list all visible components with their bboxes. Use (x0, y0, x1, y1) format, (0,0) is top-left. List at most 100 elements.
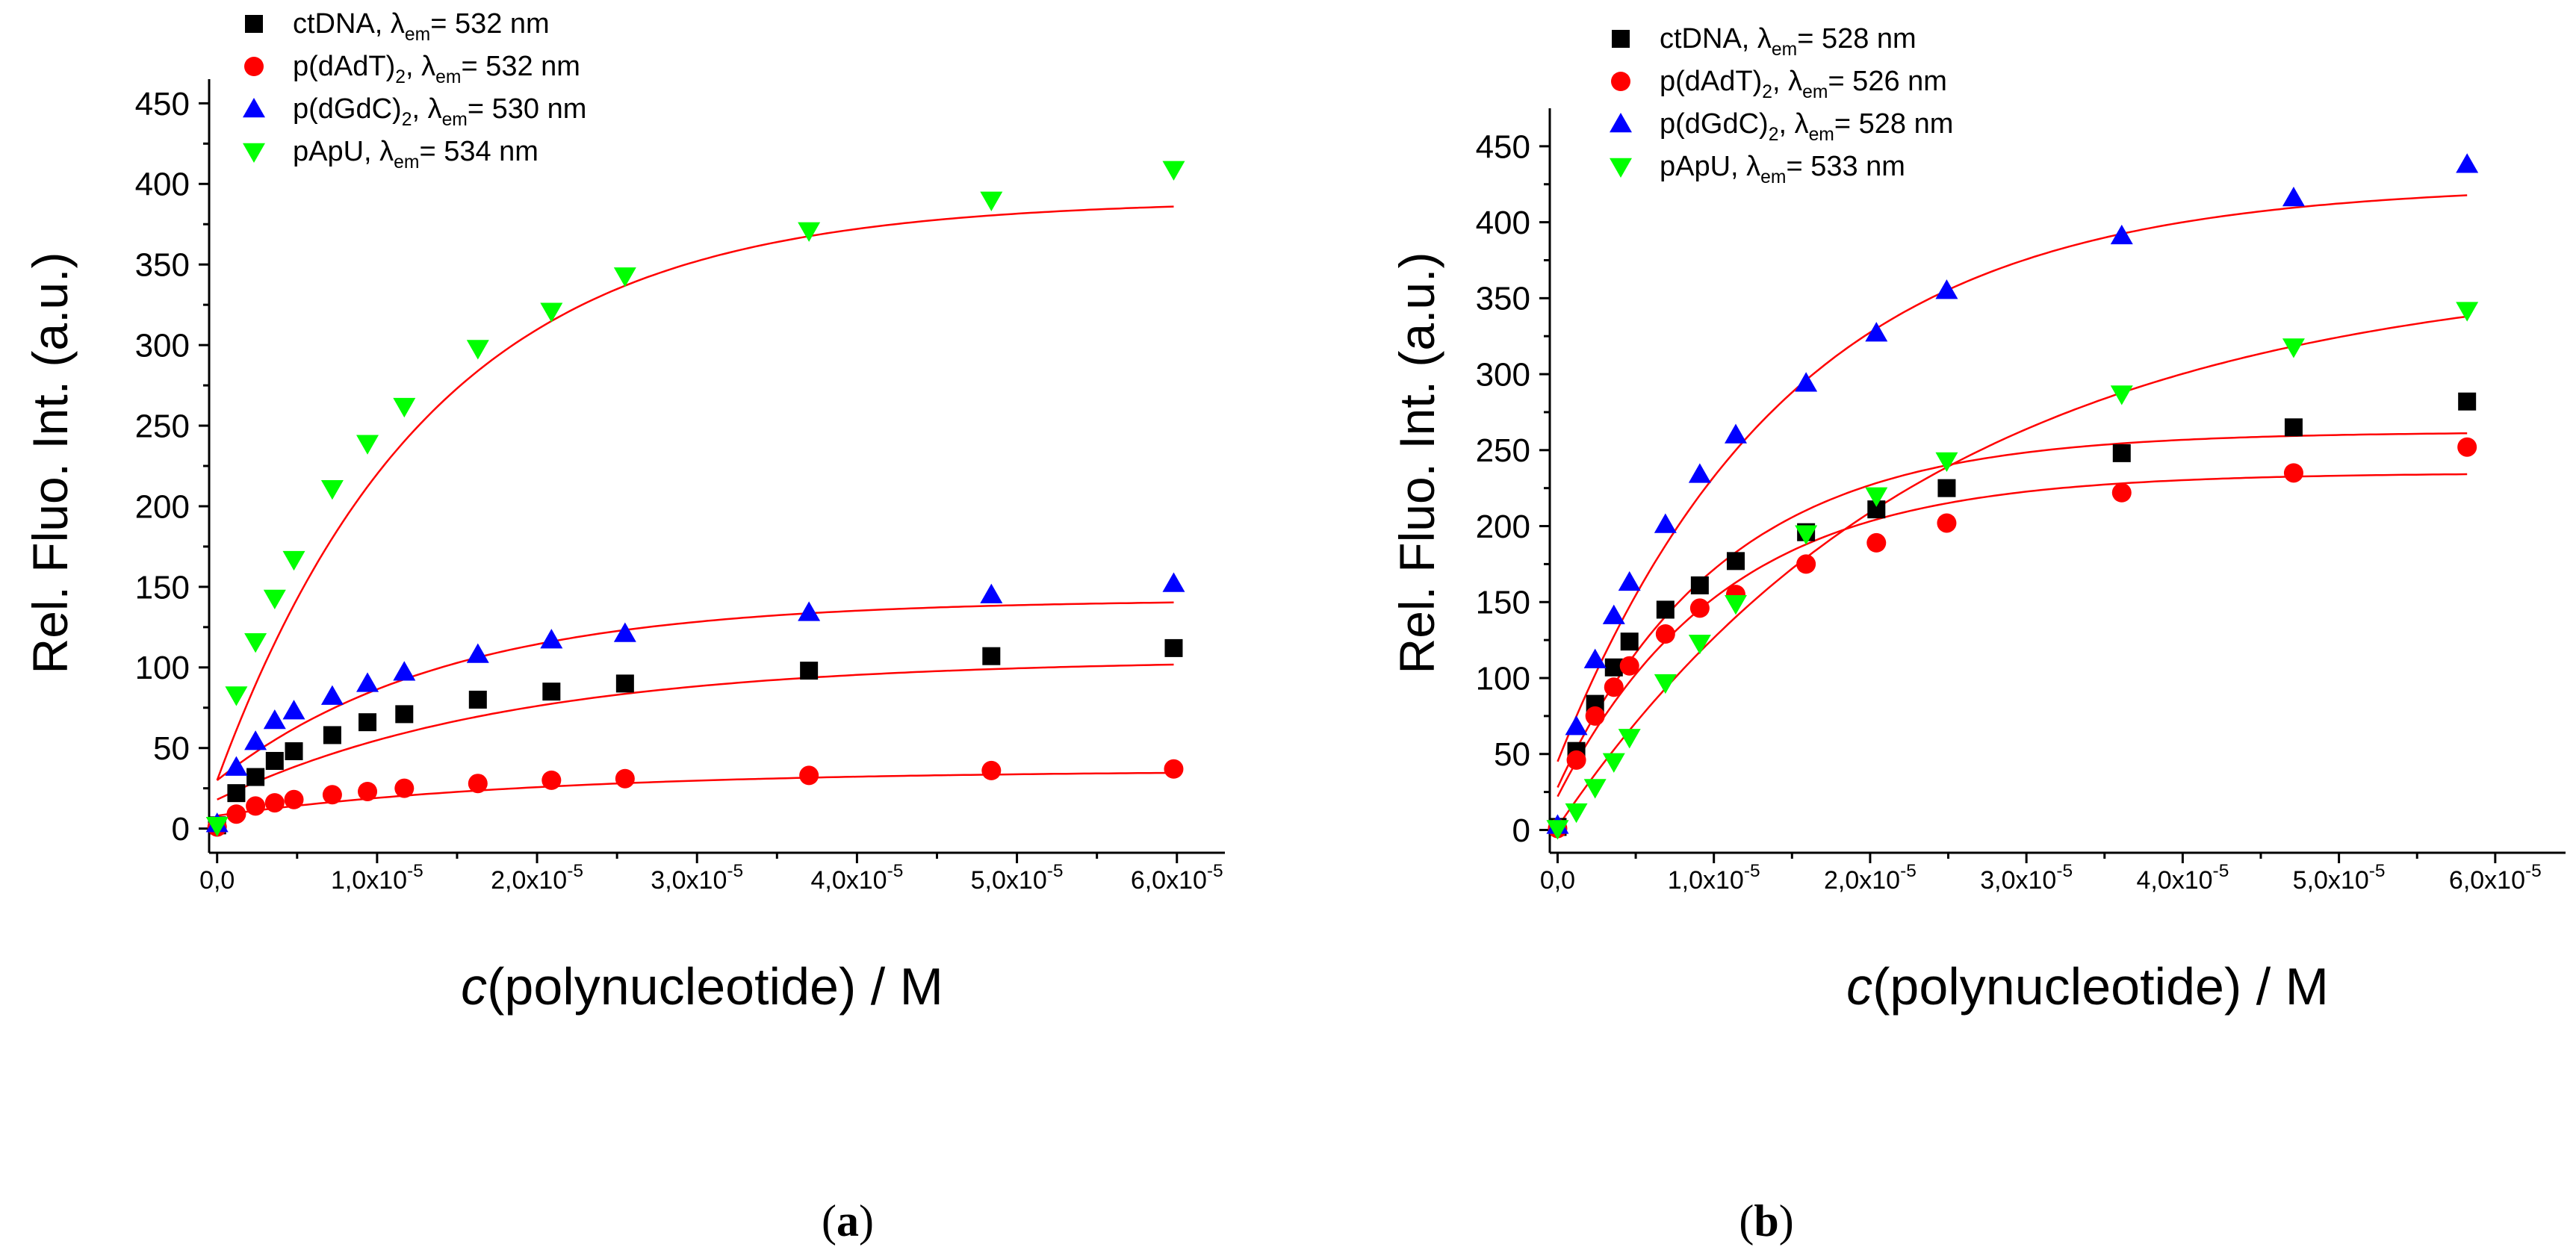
y-tick-label: 150 (135, 569, 190, 606)
data-point-pdgdc2 (980, 583, 1003, 603)
y-axis-title: Rel. Fluo. Int. (a.u.) (1389, 252, 1444, 674)
data-point-pdadt2 (1655, 624, 1675, 644)
legend-lambda: λ (1757, 23, 1772, 55)
data-point-ctdna (542, 683, 561, 701)
data-point-papu (2110, 385, 2133, 405)
data-point-pdadt2 (284, 789, 304, 809)
data-point-pdadt2 (1937, 513, 1957, 533)
x-tick-label: 0,0 (1540, 866, 1575, 895)
x-axis-title-variable: c (1846, 957, 1872, 1016)
data-point-ctdna (800, 662, 819, 680)
data-point-pdgdc2 (2456, 153, 2479, 173)
data-point-pdadt2 (394, 778, 415, 798)
data-point-papu (1795, 525, 1818, 545)
legend-value: = 532 nm (430, 8, 550, 40)
x-tick-exponent: -5 (727, 861, 743, 881)
data-point-papu (1162, 161, 1185, 181)
data-point-pdadt2 (358, 781, 378, 801)
data-point-papu (244, 633, 267, 653)
data-point-pdgdc2 (225, 756, 248, 776)
y-tick-label: 250 (1476, 432, 1530, 469)
data-point-pdadt2 (1604, 677, 1624, 697)
data-point-papu (1546, 820, 1569, 840)
legend-separator: , (406, 51, 421, 82)
data-point-ctdna (2284, 418, 2303, 437)
data-point-pdgdc2 (1935, 279, 1958, 299)
legend-label: ctDNA, λem= 528 nm (1660, 23, 1917, 60)
y-tick-label: 200 (135, 488, 190, 525)
legend-subscript: em (1760, 167, 1786, 187)
data-point-pdadt2 (468, 774, 488, 794)
x-axis-title-text: (polynucleotide) / M (1872, 957, 2329, 1016)
x-tick-label: 6,0x10-5 (2449, 861, 2542, 895)
data-point-ctdna (982, 647, 1001, 665)
x-tick-exponent: -5 (407, 861, 423, 881)
y-tick-label: 100 (135, 650, 190, 686)
y-tick-label: 100 (1476, 660, 1530, 697)
data-point-pdgdc2 (282, 700, 305, 720)
legend-label: ctDNA, λem= 532 nm (293, 8, 550, 45)
data-point-pdadt2 (2283, 463, 2303, 483)
data-point-ctdna (2112, 444, 2131, 462)
data-point-pdgdc2 (613, 622, 636, 642)
data-point-pdadt2 (1566, 750, 1586, 770)
legend-marker (243, 143, 265, 163)
data-point-papu (225, 686, 248, 706)
data-point-ctdna (1726, 552, 1745, 571)
y-tick-label: 350 (1476, 281, 1530, 317)
x-tick-mantissa: 6,0x10 (2449, 866, 2525, 895)
y-tick-label: 300 (135, 328, 190, 364)
data-point-pdadt2 (981, 760, 1002, 780)
x-tick-mantissa: 5,0x10 (971, 866, 1047, 895)
data-point-pdadt2 (1866, 532, 1887, 553)
legend-value: = 532 nm (461, 51, 580, 82)
fit-curve-papu (216, 205, 1174, 781)
data-point-pdgdc2 (263, 709, 286, 730)
data-point-pdadt2 (1689, 598, 1710, 618)
data-point-papu (1583, 779, 1607, 799)
data-point-papu (263, 589, 286, 609)
data-point-papu (282, 550, 305, 571)
data-point-pdgdc2 (1654, 513, 1677, 533)
fit-curve-papu (1557, 315, 2468, 828)
legend-marker (1610, 113, 1632, 133)
x-tick-label: 4,0x10-5 (2136, 861, 2229, 895)
legend-value: = 528 nm (1834, 108, 1954, 140)
legend-subscript: em (1802, 82, 1828, 102)
data-point-ctdna (323, 726, 341, 744)
panel-label-close: ) (1779, 1196, 1794, 1246)
legend-subscript: 2 (1762, 82, 1772, 102)
x-tick-exponent: -5 (1207, 861, 1223, 881)
x-tick-mantissa: 5,0x10 (2293, 866, 2369, 895)
y-tick-label: 250 (135, 408, 190, 444)
data-point-ctdna (246, 768, 265, 786)
legend-marker (1610, 158, 1632, 178)
x-tick-mantissa: 4,0x10 (810, 866, 887, 895)
x-tick-mantissa: 4,0x10 (2136, 866, 2212, 895)
legend-value: = 528 nm (1797, 23, 1917, 55)
y-tick-label: 0 (172, 811, 190, 848)
data-point-papu (320, 479, 344, 500)
data-point-papu (1935, 452, 1958, 473)
data-point-pdgdc2 (798, 601, 821, 621)
legend-subscript: em (405, 25, 430, 45)
legend-lambda: λ (1788, 66, 1802, 97)
fit-curve-ctdna (1557, 432, 2468, 789)
data-point-pdadt2 (1619, 656, 1639, 676)
data-point-papu (393, 397, 416, 418)
legend-lambda: λ (391, 8, 405, 40)
legend-subscript: 2 (402, 110, 412, 130)
data-point-pdgdc2 (2282, 187, 2305, 207)
legend-value: = 526 nm (1828, 66, 1947, 97)
legend-subscript: em (442, 110, 468, 130)
data-point-pdgdc2 (1162, 572, 1185, 592)
fit-curve-pdadt2 (1557, 473, 2468, 798)
legend-text: pApU, (293, 136, 379, 167)
y-tick-label: 150 (1476, 585, 1530, 621)
x-tick-exponent: -5 (2213, 861, 2229, 881)
x-tick-exponent: -5 (2369, 861, 2386, 881)
y-tick-label: 50 (153, 730, 190, 767)
